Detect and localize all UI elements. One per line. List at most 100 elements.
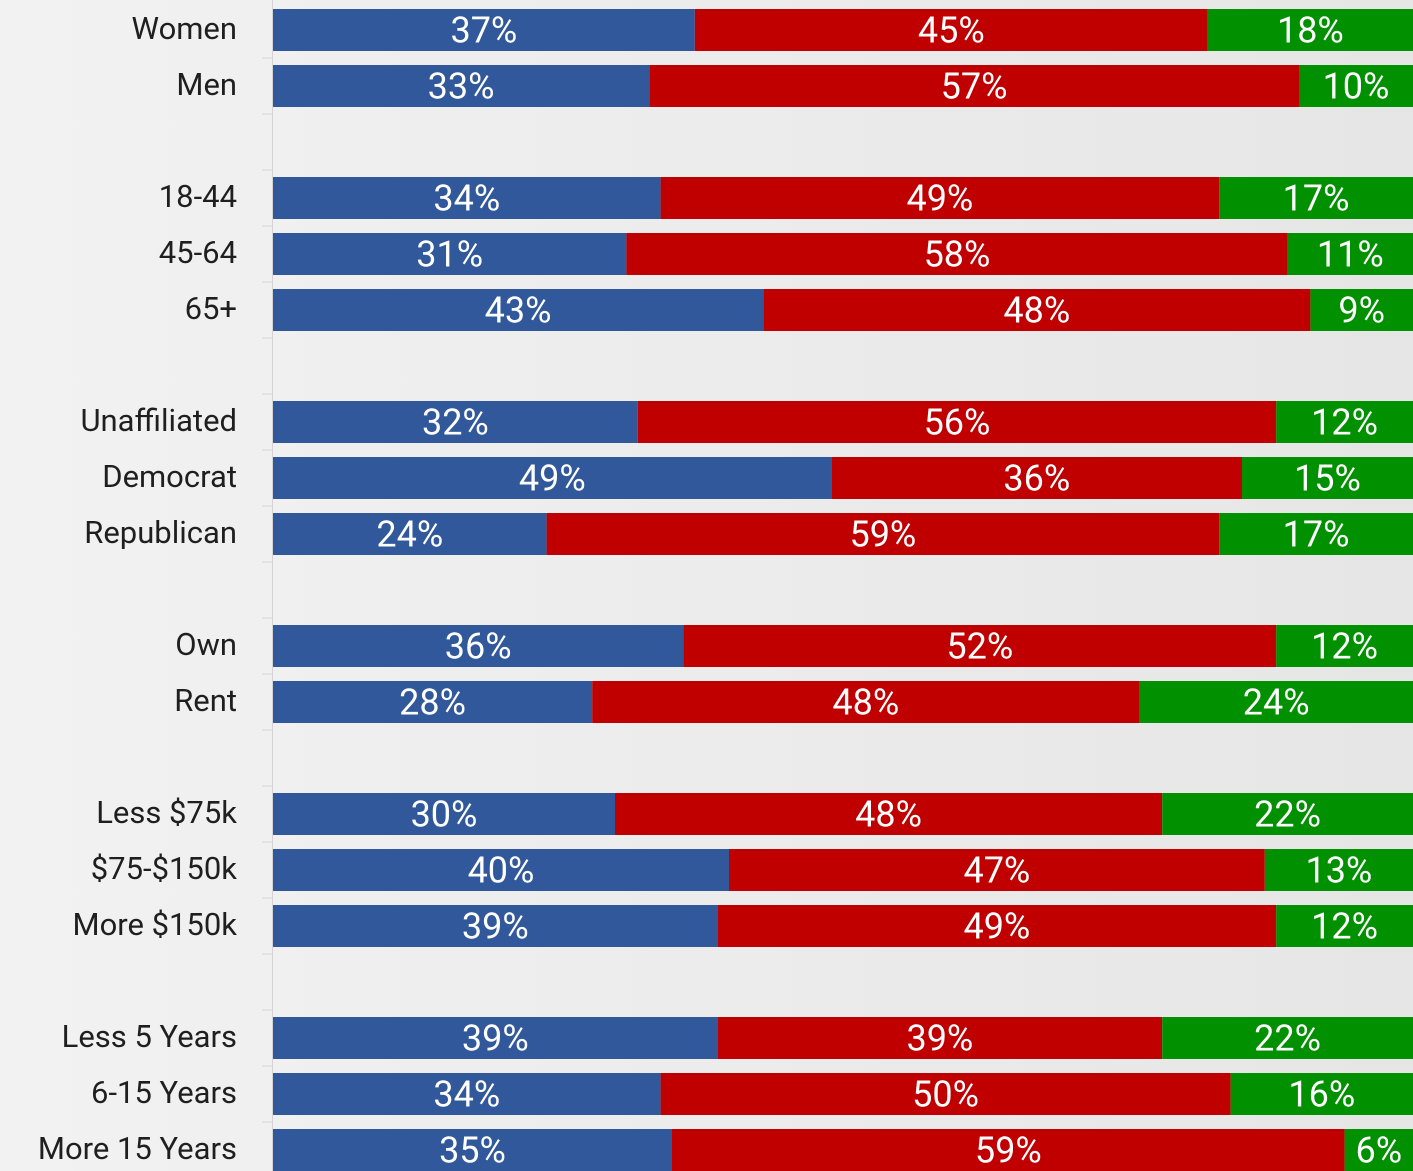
value-label: 28% bbox=[399, 682, 466, 724]
category-label: Men bbox=[176, 66, 237, 103]
bar-segment bbox=[273, 625, 684, 667]
bar-segment bbox=[1287, 233, 1413, 275]
value-label: 57% bbox=[941, 66, 1008, 108]
value-label: 17% bbox=[1283, 178, 1350, 220]
bar-segment bbox=[694, 9, 1208, 51]
bar-segment bbox=[649, 65, 1299, 107]
bar-segment bbox=[1162, 793, 1413, 835]
value-label: 13% bbox=[1305, 850, 1372, 892]
value-label: 16% bbox=[1288, 1074, 1355, 1116]
category-label: Less $75k bbox=[96, 794, 237, 831]
value-label: 9% bbox=[1338, 290, 1385, 332]
category-label: More $150k bbox=[73, 906, 238, 943]
value-label: 22% bbox=[1254, 794, 1321, 836]
value-label: 34% bbox=[433, 1074, 500, 1116]
value-label: 37% bbox=[450, 10, 517, 52]
bar-segment bbox=[273, 793, 615, 835]
category-label: $75-$150k bbox=[91, 850, 238, 887]
value-label: 45% bbox=[918, 10, 985, 52]
category-label: Unaffiliated bbox=[80, 402, 237, 439]
bar-segment bbox=[615, 793, 1163, 835]
value-label: 58% bbox=[924, 234, 991, 276]
bar-segment bbox=[1264, 849, 1413, 891]
bar-segment bbox=[717, 905, 1277, 947]
value-label: 35% bbox=[439, 1130, 506, 1171]
bar-segment bbox=[273, 1073, 661, 1115]
bar-segment bbox=[626, 233, 1288, 275]
category-label: More 15 Years bbox=[38, 1130, 237, 1167]
value-label: 43% bbox=[485, 290, 552, 332]
value-label: 56% bbox=[924, 402, 991, 444]
value-label: 30% bbox=[411, 794, 478, 836]
bar-segment bbox=[683, 625, 1277, 667]
bar-segment bbox=[660, 1073, 1231, 1115]
value-label: 59% bbox=[849, 514, 916, 556]
value-label: 49% bbox=[519, 458, 586, 500]
value-label: 24% bbox=[1243, 682, 1310, 724]
bar-segment bbox=[1310, 289, 1413, 331]
category-label: Own bbox=[175, 626, 237, 663]
value-label: 50% bbox=[912, 1074, 979, 1116]
value-label: 39% bbox=[462, 1018, 529, 1060]
bar-segment bbox=[273, 681, 593, 723]
value-label: 10% bbox=[1323, 66, 1390, 108]
value-label: 40% bbox=[468, 850, 535, 892]
value-label: 17% bbox=[1283, 514, 1350, 556]
bar-segment bbox=[273, 289, 764, 331]
value-label: 18% bbox=[1277, 10, 1344, 52]
bar-segment bbox=[273, 401, 638, 443]
bar-segment bbox=[273, 9, 695, 51]
value-label: 59% bbox=[975, 1130, 1042, 1171]
value-label: 36% bbox=[1003, 458, 1070, 500]
category-label: Republican bbox=[84, 514, 237, 551]
value-label: 48% bbox=[832, 682, 899, 724]
value-label: 32% bbox=[422, 402, 489, 444]
category-label: 18-44 bbox=[159, 178, 237, 215]
bar-segment bbox=[273, 177, 661, 219]
value-label: 36% bbox=[445, 626, 512, 668]
value-label: 39% bbox=[906, 1018, 973, 1060]
bar-segment bbox=[546, 513, 1220, 555]
bar-segment bbox=[637, 401, 1277, 443]
value-label: 39% bbox=[462, 906, 529, 948]
value-label: 24% bbox=[376, 514, 443, 556]
bar-segment bbox=[1219, 177, 1413, 219]
value-label: 33% bbox=[428, 66, 495, 108]
value-label: 6% bbox=[1355, 1130, 1402, 1171]
bar-segment bbox=[1276, 401, 1413, 443]
value-label: 34% bbox=[433, 178, 500, 220]
bar-segment bbox=[1276, 625, 1413, 667]
value-label: 31% bbox=[416, 234, 483, 276]
category-label: 65+ bbox=[185, 290, 237, 327]
bar-segment bbox=[592, 681, 1140, 723]
bar-segment bbox=[1242, 457, 1413, 499]
bar-segment bbox=[1207, 9, 1413, 51]
bar-segment bbox=[1344, 1129, 1413, 1171]
bar-segment bbox=[831, 457, 1242, 499]
bar-segment bbox=[763, 289, 1311, 331]
value-label: 22% bbox=[1254, 1018, 1321, 1060]
value-label: 12% bbox=[1311, 626, 1378, 668]
bar-segment bbox=[1276, 905, 1413, 947]
bar-segment bbox=[1139, 681, 1413, 723]
bar-segment bbox=[273, 1129, 672, 1171]
value-label: 12% bbox=[1311, 906, 1378, 948]
bar-segment bbox=[273, 849, 729, 891]
value-label: 11% bbox=[1317, 234, 1384, 276]
value-label: 15% bbox=[1294, 458, 1361, 500]
category-label: Democrat bbox=[102, 458, 237, 495]
category-label: Less 5 Years bbox=[62, 1018, 237, 1055]
bar-segment bbox=[273, 905, 718, 947]
category-label: 45-64 bbox=[159, 234, 237, 271]
bar-segment bbox=[729, 849, 1265, 891]
value-label: 49% bbox=[906, 178, 973, 220]
bar-segment bbox=[273, 65, 650, 107]
value-label: 52% bbox=[946, 626, 1013, 668]
bar-segment bbox=[717, 1017, 1163, 1059]
value-label: 48% bbox=[855, 794, 922, 836]
value-label: 49% bbox=[963, 906, 1030, 948]
bar-segment bbox=[1162, 1017, 1413, 1059]
bar-segment bbox=[273, 233, 627, 275]
